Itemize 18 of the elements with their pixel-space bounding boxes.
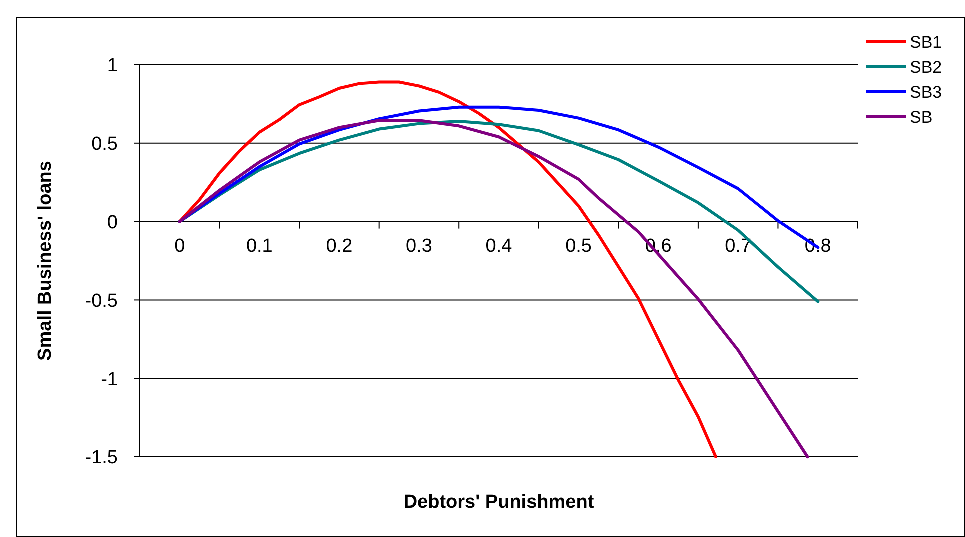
y-tick-label: 1 [107,56,118,77]
x-tick-label: 0.4 [486,236,513,257]
y-tick-label: -1.5 [85,448,118,469]
legend-label: SB [910,108,933,127]
x-tick-label: 0.1 [246,236,273,257]
x-axis-title: Debtors' Punishment [404,492,595,513]
legend-label: SB2 [910,58,942,77]
legend-label: SB3 [910,82,942,102]
y-tick-label: 0 [107,212,118,234]
x-tick-label: 0.3 [406,236,432,257]
y-axis-title: Small Business' loans [35,161,56,361]
y-tick-label: -1 [101,369,118,390]
x-tick-label: 0 [174,236,186,257]
x-tick-label: 0.2 [326,236,353,257]
y-tick-label: -0.5 [85,290,118,312]
x-tick-label: 0.5 [566,236,592,257]
y-tick-label: 0.5 [92,134,118,156]
legend-label: SB1 [910,32,942,52]
